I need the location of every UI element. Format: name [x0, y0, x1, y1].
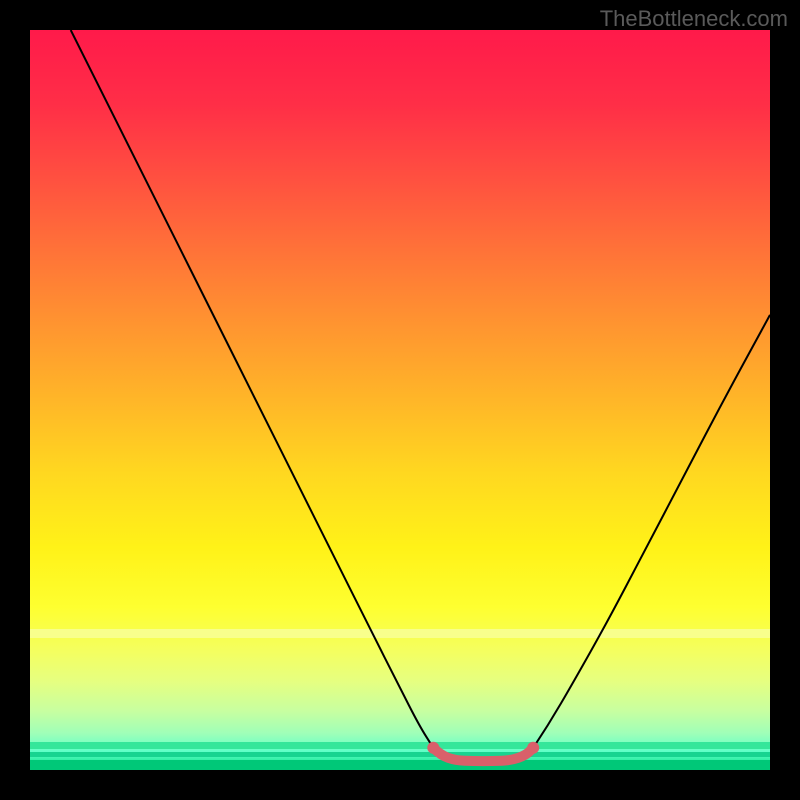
- trough-marker-line: [433, 748, 533, 761]
- trough-cap-right: [527, 742, 539, 754]
- watermark-text: TheBottleneck.com: [600, 6, 788, 32]
- curve-left-branch: [71, 30, 434, 748]
- curve-layer: [30, 30, 770, 770]
- plot-area: [30, 30, 770, 770]
- chart-container: TheBottleneck.com: [0, 0, 800, 800]
- curve-right-branch: [533, 315, 770, 748]
- trough-cap-left: [427, 742, 439, 754]
